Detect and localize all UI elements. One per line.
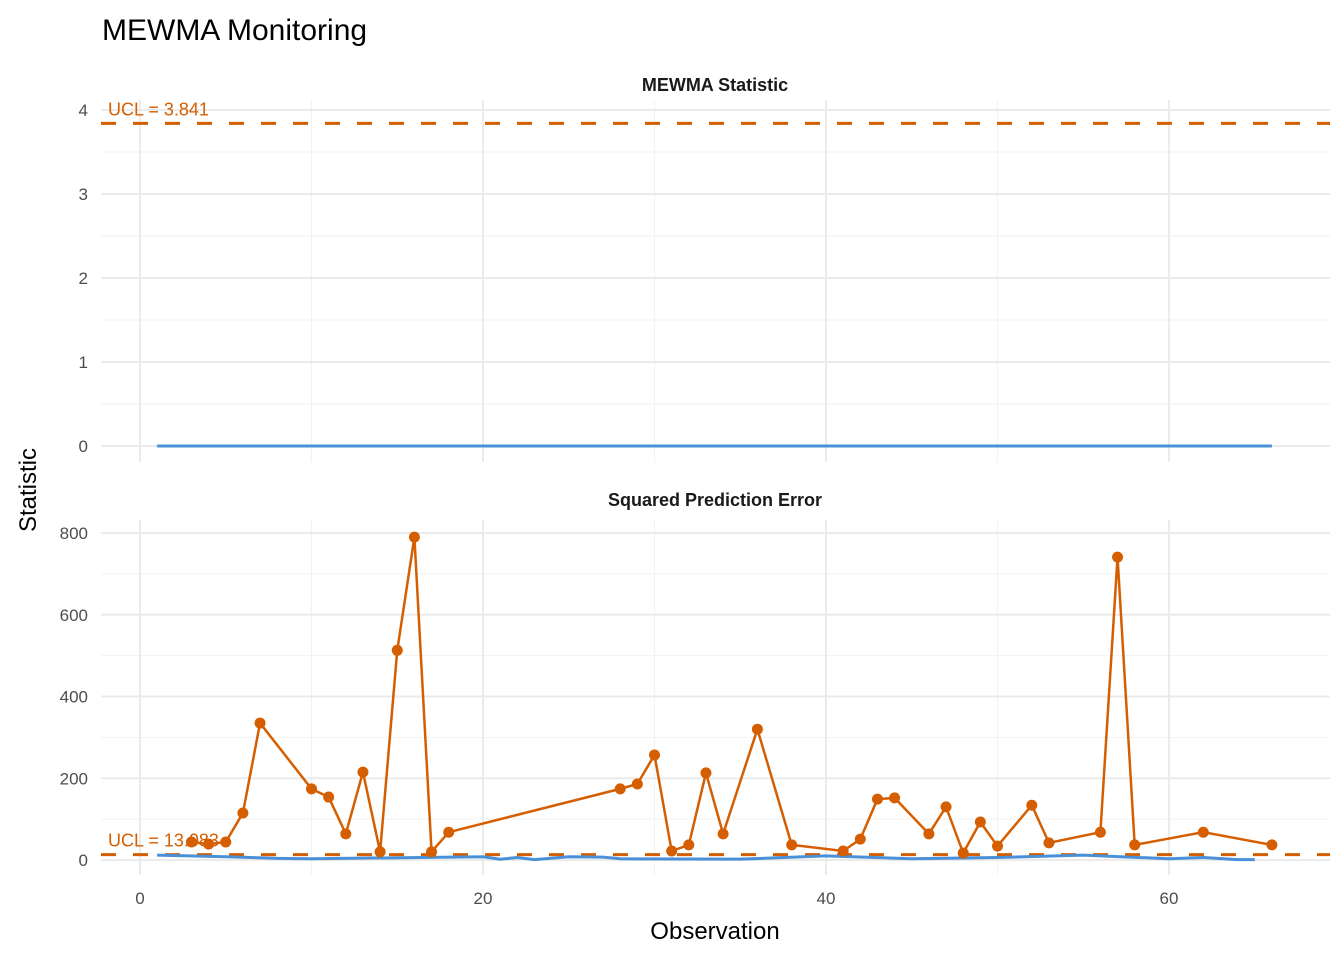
spe-point (889, 792, 901, 804)
y-tick-label: 400 (60, 688, 88, 707)
spe-point (751, 723, 763, 735)
spe-point (443, 826, 455, 838)
ucl-label: UCL = 3.841 (108, 99, 209, 119)
spe-point (357, 766, 369, 778)
spe-point (1094, 826, 1106, 838)
spe-point (837, 845, 849, 857)
spe-point (340, 828, 352, 840)
spe-point (220, 836, 232, 848)
statistic-line (157, 853, 1255, 862)
x-tick-label: 60 (1160, 889, 1179, 908)
spe-point (631, 778, 643, 790)
ucl-label: UCL = 13.083 (108, 831, 219, 851)
panel-strip-title: Squared Prediction Error (608, 490, 822, 510)
y-tick-label: 600 (60, 606, 88, 625)
y-tick-label: 3 (79, 185, 88, 204)
spe-point (854, 833, 866, 845)
spe-point (185, 836, 197, 848)
spe-point (957, 847, 969, 859)
y-tick-label: 0 (79, 437, 88, 456)
spe-point (1043, 837, 1055, 849)
spe-point (717, 828, 729, 840)
spe-point (203, 838, 215, 850)
spe-line (191, 536, 1273, 857)
y-tick-label: 2 (79, 269, 88, 288)
y-tick-label: 4 (79, 101, 88, 120)
x-axis-label: Observation (650, 918, 779, 945)
spe-point (306, 783, 317, 795)
spe-point (408, 531, 420, 543)
x-tick-label: 40 (817, 889, 836, 908)
y-tick-label: 1 (79, 353, 88, 372)
spe-point (700, 767, 712, 779)
spe-point (614, 783, 626, 795)
y-axis-label: Statistic (15, 448, 42, 532)
spe-point (1026, 799, 1038, 811)
panel-strip-title: MEWMA Statistic (642, 75, 788, 95)
spe-point (1129, 839, 1141, 851)
spe-point (871, 793, 883, 805)
x-tick-label: 0 (135, 889, 144, 908)
spe-point (649, 749, 660, 761)
spe-point (974, 816, 986, 828)
spe-point (254, 717, 266, 729)
spe-point (666, 845, 678, 857)
spe-point (992, 840, 1003, 852)
chart-title: MEWMA Monitoring (102, 14, 367, 47)
spe-point (923, 828, 935, 840)
spe-point (426, 846, 438, 858)
spe-point (323, 791, 335, 803)
spe-point (1197, 826, 1209, 838)
spe-point (1266, 839, 1278, 851)
spe-point (237, 807, 249, 819)
spe-point (374, 846, 386, 858)
spe-point (940, 801, 952, 813)
spe-point (683, 839, 695, 851)
spe-point (1112, 551, 1124, 563)
spe-point (786, 839, 798, 851)
y-tick-label: 0 (79, 851, 88, 870)
spe-point (391, 644, 403, 656)
y-tick-label: 800 (60, 524, 88, 543)
y-tick-label: 200 (60, 769, 88, 788)
x-tick-label: 20 (474, 889, 493, 908)
